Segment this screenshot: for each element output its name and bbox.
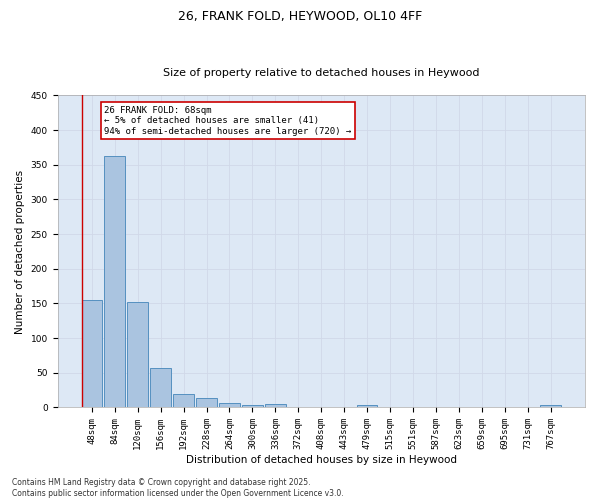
Y-axis label: Number of detached properties: Number of detached properties — [15, 170, 25, 334]
Bar — [173, 394, 194, 407]
Bar — [82, 300, 102, 408]
Bar — [357, 404, 377, 407]
Text: Contains HM Land Registry data © Crown copyright and database right 2025.
Contai: Contains HM Land Registry data © Crown c… — [12, 478, 344, 498]
Bar — [541, 404, 561, 407]
Bar — [196, 398, 217, 407]
Bar — [104, 156, 125, 408]
Bar — [265, 404, 286, 407]
Text: 26 FRANK FOLD: 68sqm
← 5% of detached houses are smaller (41)
94% of semi-detach: 26 FRANK FOLD: 68sqm ← 5% of detached ho… — [104, 106, 352, 136]
X-axis label: Distribution of detached houses by size in Heywood: Distribution of detached houses by size … — [186, 455, 457, 465]
Bar — [151, 368, 171, 408]
Bar — [127, 302, 148, 408]
Title: Size of property relative to detached houses in Heywood: Size of property relative to detached ho… — [163, 68, 479, 78]
Text: 26, FRANK FOLD, HEYWOOD, OL10 4FF: 26, FRANK FOLD, HEYWOOD, OL10 4FF — [178, 10, 422, 23]
Bar — [242, 404, 263, 407]
Bar — [219, 402, 240, 407]
